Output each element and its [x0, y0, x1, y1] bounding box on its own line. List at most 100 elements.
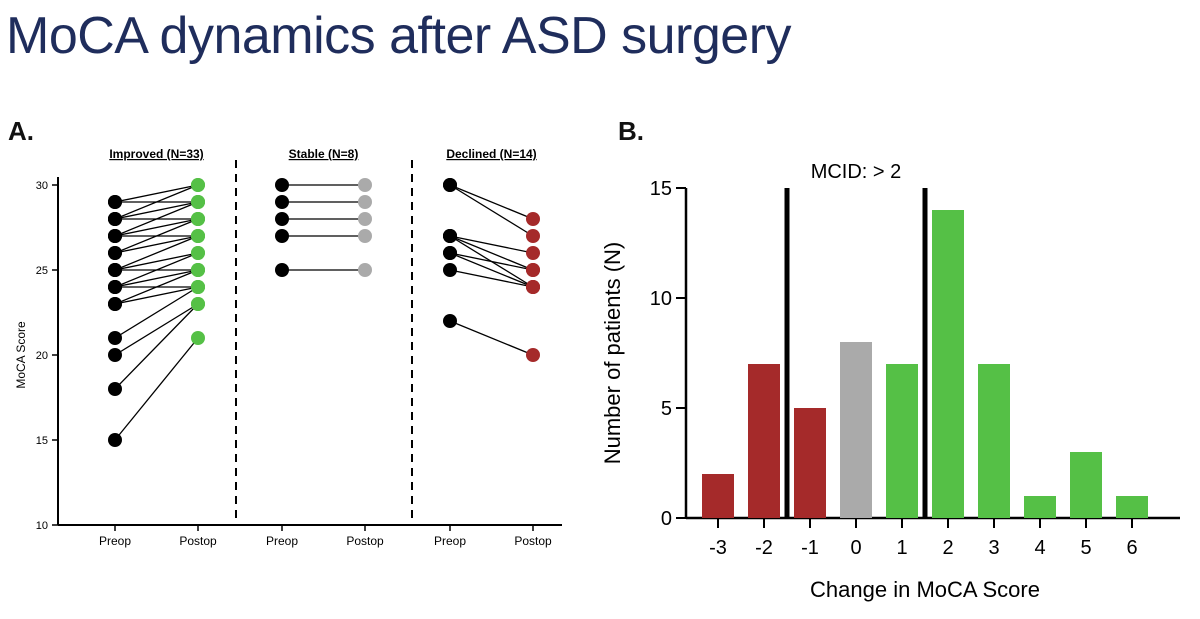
pair-line [449, 252, 534, 271]
pair-line [114, 269, 199, 288]
postop-point [191, 263, 205, 277]
y-tick-label: 10 [36, 520, 48, 532]
postop-point [526, 263, 540, 277]
pair-line [114, 218, 199, 237]
pair-line [114, 269, 199, 305]
pair-line [449, 269, 534, 288]
y-axis-title: MoCA Score [14, 321, 28, 389]
y-tick-label: 0 [661, 508, 672, 530]
preop-point [275, 263, 289, 277]
x-tick-label: Preop [99, 534, 131, 548]
postop-point [191, 331, 205, 345]
preop-point [443, 263, 457, 277]
x-tick-label: Preop [266, 534, 298, 548]
pair-line [449, 184, 534, 237]
panel-a-label: A. [8, 116, 34, 146]
bar-2 [932, 210, 964, 518]
x-tick-label: Preop [434, 534, 466, 548]
pair-line [114, 252, 199, 288]
bar-5 [1070, 452, 1102, 518]
pair-line [114, 184, 199, 220]
pair-line [449, 320, 534, 356]
mcid-annotation: MCID: > 2 [811, 161, 902, 183]
postop-point [191, 195, 205, 209]
y-tick-label: 30 [36, 180, 48, 192]
x-tick-label: -3 [709, 537, 727, 559]
y-axis-title: Number of patients (N) [600, 242, 625, 465]
preop-point [108, 229, 122, 243]
slide-title: MoCA dynamics after ASD surgery [6, 7, 792, 65]
preop-point [108, 195, 122, 209]
postop-point [191, 280, 205, 294]
pair-line [114, 235, 199, 254]
preop-point [108, 331, 122, 345]
postop-point [191, 229, 205, 243]
postop-point [191, 178, 205, 192]
chart-b-histogram: 0 5 10 15 Number of patients (N) -3 -2 -1 0 1 2 3 4 5… [600, 161, 1180, 602]
postop-point [191, 246, 205, 260]
postop-point [526, 348, 540, 362]
preop-point [443, 246, 457, 260]
preop-point [275, 178, 289, 192]
postop-point [358, 195, 372, 209]
y-tick-label: 25 [36, 265, 48, 277]
pair-line [114, 286, 199, 339]
bar-3 [978, 364, 1010, 518]
preop-point [443, 178, 457, 192]
postop-point [191, 297, 205, 311]
pair-line [114, 201, 199, 237]
preop-point [108, 433, 122, 447]
x-tick-label: 4 [1034, 537, 1045, 559]
preop-point [275, 195, 289, 209]
preop-point [275, 212, 289, 226]
group-title: Stable (N=8) [289, 147, 359, 161]
bar--2 [748, 364, 780, 518]
x-tick-label: 6 [1126, 537, 1137, 559]
preop-point [108, 382, 122, 396]
x-tick-label: 0 [850, 537, 861, 559]
group-title: Declined (N=14) [446, 147, 536, 161]
preop-point [443, 229, 457, 243]
pair-line [114, 235, 199, 271]
postop-point [526, 280, 540, 294]
y-tick-label: 15 [650, 178, 672, 200]
bar--3 [702, 474, 734, 518]
pair-line [449, 184, 534, 220]
pair-line [114, 184, 199, 203]
postop-point [526, 229, 540, 243]
x-tick-label: Postop [514, 534, 552, 548]
preop-point [108, 280, 122, 294]
pair-line [449, 252, 534, 288]
pair-line [114, 218, 199, 254]
y-tick-label: 15 [36, 435, 48, 447]
pair-line [114, 286, 199, 305]
group-title: Improved (N=33) [109, 147, 203, 161]
postop-point [526, 212, 540, 226]
x-tick-label: 5 [1080, 537, 1091, 559]
pair-line [114, 201, 199, 220]
x-tick-label: Postop [346, 534, 384, 548]
pair-line [449, 235, 534, 254]
x-tick-label: Postop [179, 534, 217, 548]
x-axis-title: Change in MoCA Score [810, 577, 1040, 602]
bar-4 [1024, 496, 1056, 518]
x-tick-label: 1 [896, 537, 907, 559]
pair-line [114, 252, 199, 271]
panel-b-label: B. [618, 116, 644, 146]
y-tick-label: 10 [650, 288, 672, 310]
postop-point [358, 212, 372, 226]
pair-line [114, 303, 199, 356]
chart-a-paired-scores: 10 15 20 25 30 MoCA Score Improved (N=33) Preop… [14, 147, 562, 548]
bar--1 [794, 408, 826, 518]
preop-point [108, 348, 122, 362]
preop-point [275, 229, 289, 243]
bar-0 [840, 342, 872, 518]
preop-point [108, 246, 122, 260]
y-tick-label: 20 [36, 350, 48, 362]
x-tick-label: -2 [755, 537, 773, 559]
preop-point [108, 212, 122, 226]
preop-point [108, 263, 122, 277]
preop-point [443, 314, 457, 328]
x-tick-label: 2 [942, 537, 953, 559]
pair-line [114, 337, 199, 441]
